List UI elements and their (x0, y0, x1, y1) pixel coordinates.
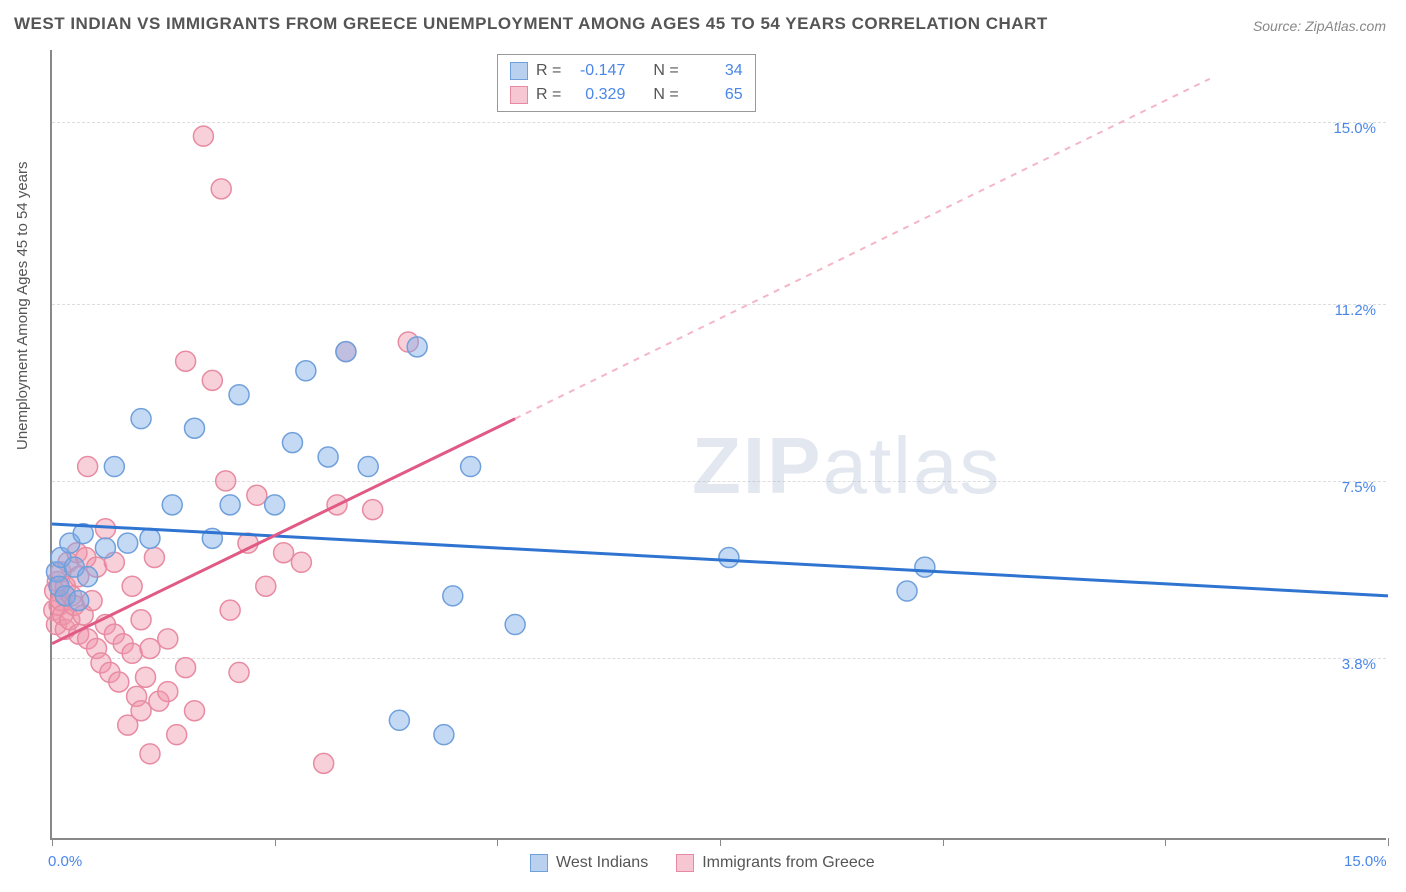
legend-swatch (530, 854, 548, 872)
legend-r-value: 0.329 (569, 86, 625, 104)
data-point (185, 418, 205, 438)
legend-r-value: -0.147 (569, 62, 625, 80)
trend-line (52, 524, 1388, 596)
data-point (185, 701, 205, 721)
data-point (274, 543, 294, 563)
trend-line-extended (515, 79, 1210, 419)
legend-n-label: N = (653, 62, 678, 80)
data-point (719, 548, 739, 568)
data-point (505, 615, 525, 635)
x-axis-min-label: 0.0% (48, 853, 82, 870)
legend-swatch (510, 62, 528, 80)
data-point (78, 457, 98, 477)
data-point (122, 576, 142, 596)
data-point (69, 591, 89, 611)
data-point (109, 672, 129, 692)
data-point (167, 725, 187, 745)
series-legend: West Indians Immigrants from Greece (530, 854, 875, 872)
data-point (314, 753, 334, 773)
source-label: Source: ZipAtlas.com (1253, 18, 1386, 34)
data-point (358, 457, 378, 477)
data-point (363, 500, 383, 520)
data-point (216, 471, 236, 491)
data-point (915, 557, 935, 577)
legend-r-label: R = (536, 86, 561, 104)
data-point (140, 638, 160, 658)
x-tick (52, 838, 53, 846)
data-point (336, 342, 356, 362)
data-point (131, 610, 151, 630)
legend-series-name: Immigrants from Greece (702, 854, 874, 872)
data-point (162, 495, 182, 515)
x-tick (497, 838, 498, 846)
data-point (318, 447, 338, 467)
data-point (140, 744, 160, 764)
data-point (282, 433, 302, 453)
legend-item: Immigrants from Greece (676, 854, 874, 872)
data-point (229, 385, 249, 405)
x-tick (275, 838, 276, 846)
legend-n-value: 65 (687, 86, 743, 104)
data-point (220, 600, 240, 620)
data-point (158, 629, 178, 649)
x-tick (1388, 838, 1389, 846)
data-point (211, 179, 231, 199)
y-axis-label: Unemployment Among Ages 45 to 54 years (14, 161, 31, 450)
data-point (131, 701, 151, 721)
data-point (122, 643, 142, 663)
x-axis-max-label: 15.0% (1344, 853, 1387, 870)
legend-row: R = -0.147 N = 34 (510, 59, 743, 83)
data-point (118, 533, 138, 553)
data-point (407, 337, 427, 357)
trend-line (52, 419, 515, 644)
data-point (443, 586, 463, 606)
data-point (136, 667, 156, 687)
x-tick (720, 838, 721, 846)
scatter-chart (52, 50, 1386, 838)
legend-swatch (510, 86, 528, 104)
data-point (95, 519, 115, 539)
data-point (95, 538, 115, 558)
data-point (220, 495, 240, 515)
legend-item: West Indians (530, 854, 648, 872)
data-point (296, 361, 316, 381)
data-point (78, 567, 98, 587)
data-point (291, 552, 311, 572)
data-point (144, 548, 164, 568)
data-point (461, 457, 481, 477)
data-point (176, 351, 196, 371)
data-point (434, 725, 454, 745)
data-point (897, 581, 917, 601)
data-point (193, 126, 213, 146)
data-point (158, 682, 178, 702)
data-point (229, 662, 249, 682)
data-point (256, 576, 276, 596)
x-tick (943, 838, 944, 846)
data-point (389, 710, 409, 730)
correlation-legend: R = -0.147 N = 34 R = 0.329 N = 65 (497, 54, 756, 112)
legend-row: R = 0.329 N = 65 (510, 83, 743, 107)
data-point (202, 370, 222, 390)
data-point (131, 409, 151, 429)
legend-n-label: N = (653, 86, 678, 104)
legend-series-name: West Indians (556, 854, 648, 872)
data-point (176, 658, 196, 678)
legend-swatch (676, 854, 694, 872)
legend-n-value: 34 (687, 62, 743, 80)
data-point (265, 495, 285, 515)
data-point (140, 528, 160, 548)
x-tick (1165, 838, 1166, 846)
data-point (104, 457, 124, 477)
data-point (247, 485, 267, 505)
legend-r-label: R = (536, 62, 561, 80)
chart-title: WEST INDIAN VS IMMIGRANTS FROM GREECE UN… (14, 14, 1048, 34)
plot-area: 3.8%7.5%11.2%15.0% ZIPatlas R =-0.147N =… (50, 50, 1386, 840)
